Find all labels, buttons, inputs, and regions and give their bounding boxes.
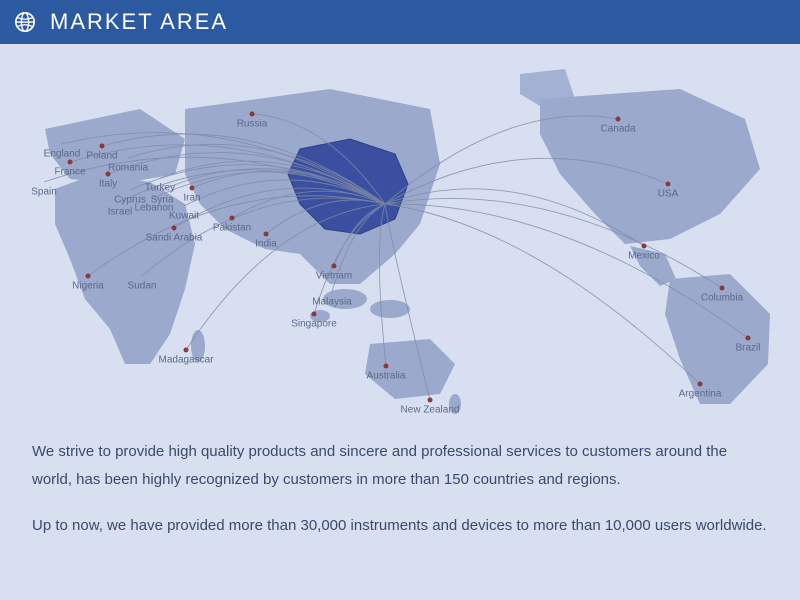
map-marker <box>264 232 269 237</box>
header-title: MARKET AREA <box>50 9 228 35</box>
map-marker <box>106 172 111 177</box>
description-para-1: We strive to provide high quality produc… <box>32 438 768 494</box>
map-marker <box>666 182 671 187</box>
map-marker <box>384 364 389 369</box>
map-marker <box>172 226 177 231</box>
map-marker <box>190 186 195 191</box>
map-marker <box>250 112 255 117</box>
map-marker <box>616 117 621 122</box>
globe-icon <box>14 11 36 33</box>
map-marker <box>312 312 317 317</box>
world-map: RussiaCanadaEnglandPolandRomaniaFranceIt… <box>0 54 800 414</box>
map-marker <box>720 286 725 291</box>
map-marker <box>746 336 751 341</box>
description-block: We strive to provide high quality produc… <box>32 438 768 557</box>
map-marker <box>428 398 433 403</box>
map-marker <box>86 274 91 279</box>
header-bar: MARKET AREA <box>0 0 800 44</box>
map-svg <box>0 54 800 414</box>
map-marker <box>642 244 647 249</box>
map-marker <box>698 382 703 387</box>
map-marker <box>184 348 189 353</box>
map-marker <box>332 264 337 269</box>
description-para-2: Up to now, we have provided more than 30… <box>32 512 768 540</box>
map-marker <box>100 144 105 149</box>
map-marker <box>230 216 235 221</box>
map-marker <box>68 160 73 165</box>
